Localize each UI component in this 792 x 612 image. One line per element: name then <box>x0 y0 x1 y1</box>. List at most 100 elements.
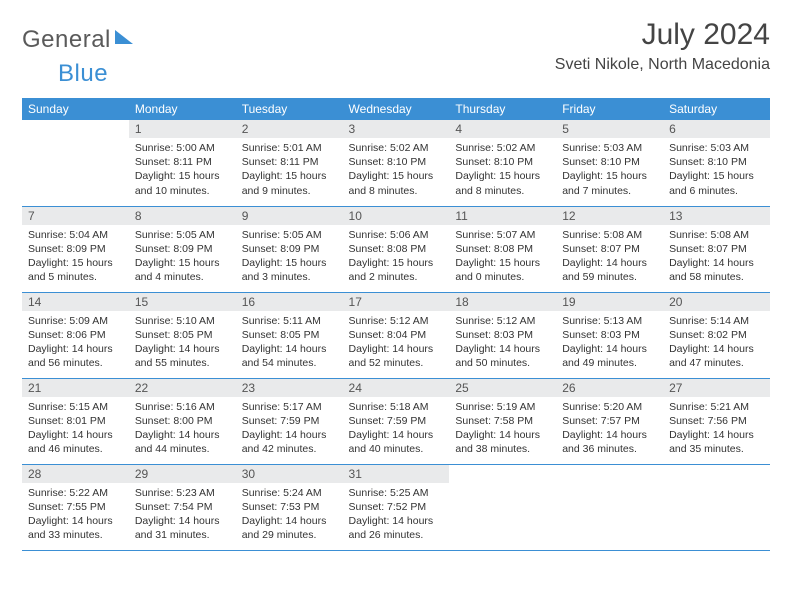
sunset-text: Sunset: 8:08 PM <box>349 242 444 256</box>
daylight-text: Daylight: 14 hours and 31 minutes. <box>135 514 230 542</box>
day-number: 29 <box>129 465 236 483</box>
day-number: 16 <box>236 293 343 311</box>
day-number: 1 <box>129 120 236 138</box>
day-details: Sunrise: 5:05 AMSunset: 8:09 PMDaylight:… <box>236 225 343 289</box>
daylight-text: Daylight: 15 hours and 8 minutes. <box>455 169 550 197</box>
daylight-text: Daylight: 15 hours and 2 minutes. <box>349 256 444 284</box>
sunset-text: Sunset: 8:05 PM <box>135 328 230 342</box>
weekday-header: Monday <box>129 98 236 120</box>
sunset-text: Sunset: 8:02 PM <box>669 328 764 342</box>
daylight-text: Daylight: 14 hours and 59 minutes. <box>562 256 657 284</box>
calendar-day-cell: 2Sunrise: 5:01 AMSunset: 8:11 PMDaylight… <box>236 120 343 206</box>
logo-text-1: General <box>22 26 111 54</box>
daylight-text: Daylight: 14 hours and 47 minutes. <box>669 342 764 370</box>
sunrise-text: Sunrise: 5:25 AM <box>349 486 444 500</box>
daylight-text: Daylight: 14 hours and 38 minutes. <box>455 428 550 456</box>
day-details: Sunrise: 5:04 AMSunset: 8:09 PMDaylight:… <box>22 225 129 289</box>
day-details: Sunrise: 5:00 AMSunset: 8:11 PMDaylight:… <box>129 138 236 202</box>
day-details: Sunrise: 5:10 AMSunset: 8:05 PMDaylight:… <box>129 311 236 375</box>
daylight-text: Daylight: 14 hours and 26 minutes. <box>349 514 444 542</box>
day-number: 18 <box>449 293 556 311</box>
day-details: Sunrise: 5:15 AMSunset: 8:01 PMDaylight:… <box>22 397 129 461</box>
day-number: 27 <box>663 379 770 397</box>
day-details: Sunrise: 5:08 AMSunset: 8:07 PMDaylight:… <box>556 225 663 289</box>
sunset-text: Sunset: 7:59 PM <box>349 414 444 428</box>
sunset-text: Sunset: 8:05 PM <box>242 328 337 342</box>
day-details: Sunrise: 5:17 AMSunset: 7:59 PMDaylight:… <box>236 397 343 461</box>
calendar-empty-cell <box>663 464 770 550</box>
sunset-text: Sunset: 7:57 PM <box>562 414 657 428</box>
sunrise-text: Sunrise: 5:21 AM <box>669 400 764 414</box>
calendar-day-cell: 14Sunrise: 5:09 AMSunset: 8:06 PMDayligh… <box>22 292 129 378</box>
weekday-header: Saturday <box>663 98 770 120</box>
day-details: Sunrise: 5:21 AMSunset: 7:56 PMDaylight:… <box>663 397 770 461</box>
sunrise-text: Sunrise: 5:00 AM <box>135 141 230 155</box>
sunset-text: Sunset: 8:07 PM <box>669 242 764 256</box>
calendar-day-cell: 31Sunrise: 5:25 AMSunset: 7:52 PMDayligh… <box>343 464 450 550</box>
daylight-text: Daylight: 14 hours and 35 minutes. <box>669 428 764 456</box>
page-title: July 2024 <box>555 18 770 52</box>
calendar-day-cell: 5Sunrise: 5:03 AMSunset: 8:10 PMDaylight… <box>556 120 663 206</box>
sunset-text: Sunset: 8:10 PM <box>349 155 444 169</box>
sunrise-text: Sunrise: 5:24 AM <box>242 486 337 500</box>
sunrise-text: Sunrise: 5:17 AM <box>242 400 337 414</box>
calendar-day-cell: 23Sunrise: 5:17 AMSunset: 7:59 PMDayligh… <box>236 378 343 464</box>
calendar-day-cell: 30Sunrise: 5:24 AMSunset: 7:53 PMDayligh… <box>236 464 343 550</box>
day-number: 14 <box>22 293 129 311</box>
calendar-day-cell: 7Sunrise: 5:04 AMSunset: 8:09 PMDaylight… <box>22 206 129 292</box>
logo: General <box>22 18 135 54</box>
sunset-text: Sunset: 8:03 PM <box>562 328 657 342</box>
daylight-text: Daylight: 15 hours and 6 minutes. <box>669 169 764 197</box>
daylight-text: Daylight: 15 hours and 0 minutes. <box>455 256 550 284</box>
calendar-week-row: 14Sunrise: 5:09 AMSunset: 8:06 PMDayligh… <box>22 292 770 378</box>
calendar-day-cell: 15Sunrise: 5:10 AMSunset: 8:05 PMDayligh… <box>129 292 236 378</box>
day-number: 10 <box>343 207 450 225</box>
day-number: 11 <box>449 207 556 225</box>
calendar-week-row: 21Sunrise: 5:15 AMSunset: 8:01 PMDayligh… <box>22 378 770 464</box>
day-details: Sunrise: 5:09 AMSunset: 8:06 PMDaylight:… <box>22 311 129 375</box>
day-number: 8 <box>129 207 236 225</box>
day-details: Sunrise: 5:05 AMSunset: 8:09 PMDaylight:… <box>129 225 236 289</box>
day-details: Sunrise: 5:23 AMSunset: 7:54 PMDaylight:… <box>129 483 236 547</box>
day-number: 17 <box>343 293 450 311</box>
sunrise-text: Sunrise: 5:12 AM <box>349 314 444 328</box>
location-label: Sveti Nikole, North Macedonia <box>555 56 770 74</box>
day-number: 22 <box>129 379 236 397</box>
daylight-text: Daylight: 15 hours and 10 minutes. <box>135 169 230 197</box>
day-number: 3 <box>343 120 450 138</box>
day-number: 20 <box>663 293 770 311</box>
day-details: Sunrise: 5:19 AMSunset: 7:58 PMDaylight:… <box>449 397 556 461</box>
day-details: Sunrise: 5:13 AMSunset: 8:03 PMDaylight:… <box>556 311 663 375</box>
sunset-text: Sunset: 8:06 PM <box>28 328 123 342</box>
day-number <box>556 465 663 483</box>
day-number: 23 <box>236 379 343 397</box>
sunset-text: Sunset: 8:04 PM <box>349 328 444 342</box>
calendar-empty-cell <box>449 464 556 550</box>
day-number: 30 <box>236 465 343 483</box>
day-details: Sunrise: 5:12 AMSunset: 8:04 PMDaylight:… <box>343 311 450 375</box>
sunset-text: Sunset: 7:54 PM <box>135 500 230 514</box>
day-number: 15 <box>129 293 236 311</box>
day-details: Sunrise: 5:08 AMSunset: 8:07 PMDaylight:… <box>663 225 770 289</box>
sunset-text: Sunset: 8:11 PM <box>135 155 230 169</box>
sunset-text: Sunset: 7:55 PM <box>28 500 123 514</box>
daylight-text: Daylight: 14 hours and 36 minutes. <box>562 428 657 456</box>
day-number: 2 <box>236 120 343 138</box>
sunrise-text: Sunrise: 5:03 AM <box>562 141 657 155</box>
calendar-week-row: 7Sunrise: 5:04 AMSunset: 8:09 PMDaylight… <box>22 206 770 292</box>
day-details: Sunrise: 5:24 AMSunset: 7:53 PMDaylight:… <box>236 483 343 547</box>
calendar-day-cell: 17Sunrise: 5:12 AMSunset: 8:04 PMDayligh… <box>343 292 450 378</box>
calendar-day-cell: 29Sunrise: 5:23 AMSunset: 7:54 PMDayligh… <box>129 464 236 550</box>
calendar-empty-cell <box>556 464 663 550</box>
calendar-day-cell: 25Sunrise: 5:19 AMSunset: 7:58 PMDayligh… <box>449 378 556 464</box>
calendar-week-row: 1Sunrise: 5:00 AMSunset: 8:11 PMDaylight… <box>22 120 770 206</box>
sunrise-text: Sunrise: 5:02 AM <box>455 141 550 155</box>
day-number: 12 <box>556 207 663 225</box>
calendar-day-cell: 20Sunrise: 5:14 AMSunset: 8:02 PMDayligh… <box>663 292 770 378</box>
calendar-day-cell: 19Sunrise: 5:13 AMSunset: 8:03 PMDayligh… <box>556 292 663 378</box>
sunrise-text: Sunrise: 5:23 AM <box>135 486 230 500</box>
daylight-text: Daylight: 14 hours and 50 minutes. <box>455 342 550 370</box>
day-details: Sunrise: 5:02 AMSunset: 8:10 PMDaylight:… <box>343 138 450 202</box>
day-details: Sunrise: 5:12 AMSunset: 8:03 PMDaylight:… <box>449 311 556 375</box>
day-details: Sunrise: 5:07 AMSunset: 8:08 PMDaylight:… <box>449 225 556 289</box>
